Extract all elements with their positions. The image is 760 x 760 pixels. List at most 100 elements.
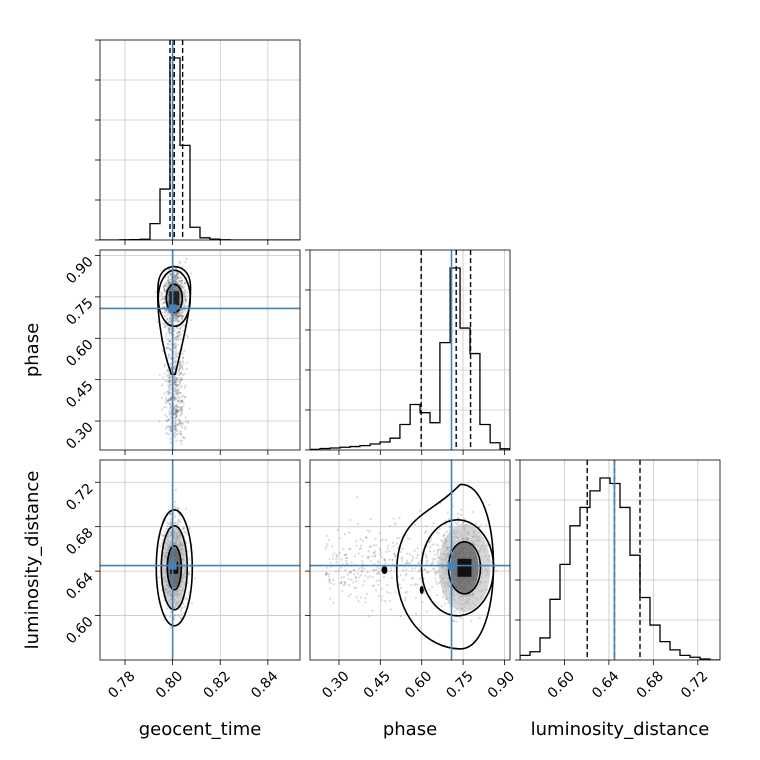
sample-point <box>349 548 352 551</box>
sample-point <box>377 572 380 576</box>
sample-point <box>179 422 182 426</box>
sample-point <box>181 394 185 397</box>
sample-point <box>173 273 176 277</box>
sample-point <box>164 379 167 382</box>
sample-point <box>176 523 180 526</box>
sample-point <box>179 399 183 403</box>
sample-point <box>400 556 403 559</box>
sample-point <box>414 583 417 586</box>
sample-point <box>436 560 439 563</box>
sample-point <box>413 583 416 586</box>
sample-point <box>324 547 327 550</box>
sample-point <box>404 596 407 600</box>
sample-point <box>182 401 185 405</box>
sample-point <box>378 547 381 550</box>
sample-point <box>174 614 177 617</box>
sample-point <box>410 559 414 562</box>
sample-point <box>160 396 164 399</box>
sample-point <box>405 561 408 565</box>
sample-point <box>406 537 409 540</box>
sample-point <box>176 522 179 525</box>
sample-point <box>176 287 179 290</box>
sample-point <box>177 330 180 334</box>
sample-point <box>169 611 172 614</box>
sample-point <box>181 316 184 319</box>
sample-point <box>168 340 171 343</box>
sample-point <box>360 569 364 572</box>
x-tick-label-text: 0.72 <box>678 668 711 701</box>
sample-point <box>185 294 188 298</box>
sample-point <box>174 396 177 399</box>
sample-point <box>161 538 164 541</box>
sample-point <box>328 578 331 581</box>
sample-point <box>356 496 359 499</box>
sample-point <box>175 427 178 430</box>
sample-point <box>163 300 166 304</box>
sample-point <box>347 577 350 581</box>
sample-point <box>410 577 414 580</box>
sample-point <box>170 430 173 433</box>
sample-point <box>365 536 368 539</box>
sample-point <box>359 547 362 550</box>
sample-point <box>180 317 183 320</box>
sample-point <box>173 406 176 409</box>
sample-point <box>179 284 182 287</box>
sample-point <box>176 336 179 339</box>
sample-point <box>162 311 165 314</box>
panel-luminosity_distance-vs-geocent_time: 0.78 0.80 0.82 0.84 0.60 0.64 0.68 0.72 <box>63 459 301 702</box>
sample-point <box>176 507 179 510</box>
sample-point <box>174 274 178 277</box>
sample-point <box>180 407 183 410</box>
sample-point <box>179 372 182 375</box>
sample-point <box>173 618 176 621</box>
sample-point <box>174 381 177 385</box>
sample-point <box>364 574 367 577</box>
sample-point <box>162 285 166 288</box>
sample-point <box>176 403 179 406</box>
axes-frame <box>99 249 301 451</box>
sample-point <box>163 287 166 291</box>
sample-point <box>176 272 179 276</box>
sample-point <box>375 579 378 582</box>
sample-point <box>178 289 181 292</box>
sample-point <box>441 539 444 542</box>
sample-point <box>168 388 171 392</box>
sample-point <box>413 523 417 526</box>
sample-point <box>167 373 170 376</box>
sample-point <box>168 282 172 285</box>
sample-point <box>175 274 178 278</box>
sample-point <box>165 390 169 394</box>
sample-point <box>167 379 171 382</box>
sample-point <box>169 321 172 324</box>
sample-point <box>183 386 186 389</box>
sample-point <box>164 427 167 430</box>
sample-point <box>176 400 180 403</box>
x-tick-label: 0.82 <box>200 668 233 701</box>
sample-point <box>184 597 187 600</box>
sample-point <box>167 342 170 345</box>
sample-point <box>178 333 181 336</box>
sample-point <box>160 291 163 294</box>
sample-point <box>394 554 398 557</box>
sample-point <box>418 559 421 562</box>
sample-point <box>185 333 188 337</box>
sample-point <box>455 620 458 623</box>
sample-point <box>177 507 180 510</box>
sample-point <box>179 294 182 297</box>
sample-point <box>181 287 184 290</box>
sample-point <box>172 315 176 318</box>
sample-point <box>173 412 176 416</box>
sample-point <box>374 554 377 557</box>
sample-point <box>178 419 182 423</box>
sample-point <box>161 384 164 387</box>
sample-point <box>335 554 339 557</box>
sample-point <box>185 299 188 302</box>
sample-point <box>182 309 185 312</box>
sample-point <box>381 595 384 598</box>
sample-point <box>168 278 172 281</box>
sample-point <box>378 548 382 552</box>
sample-point <box>178 373 181 377</box>
sample-point <box>328 558 331 561</box>
sample-point <box>181 284 184 287</box>
sample-point <box>174 285 177 288</box>
